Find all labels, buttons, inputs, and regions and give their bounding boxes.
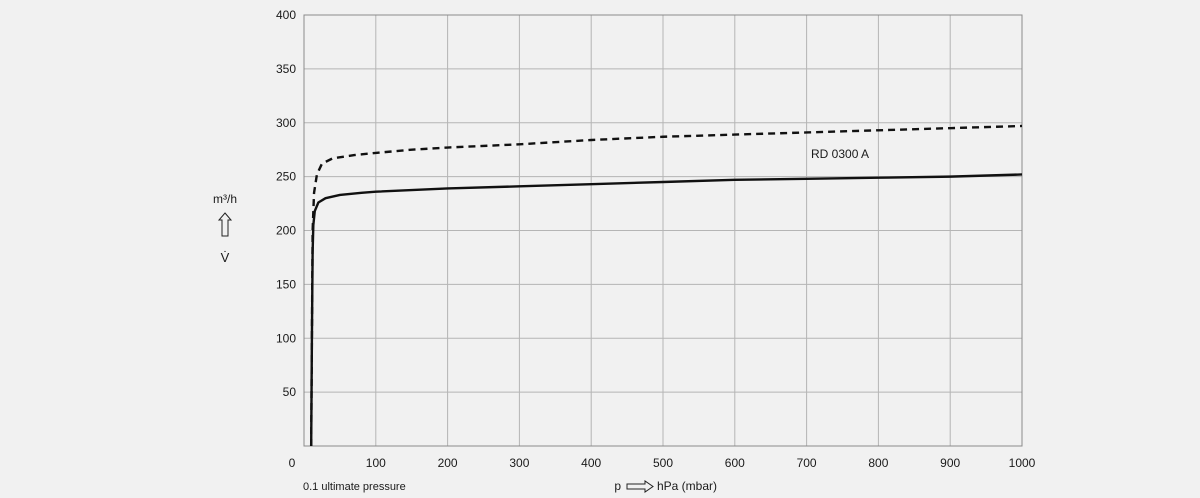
- dashed-series-line: [309, 124, 1023, 447]
- x-tick-label: 400: [581, 456, 601, 470]
- y-axis-arrow-icon: [217, 212, 233, 237]
- y-tick-label: 200: [276, 224, 296, 238]
- x-tick-labels: 0 100 200 300 400 500 600 700 800 900 1000: [289, 456, 1036, 470]
- x-tick-label: 100: [366, 456, 386, 470]
- x-tick-label: 1000: [1009, 456, 1036, 470]
- x-tick-label: 300: [509, 456, 529, 470]
- plot-border: [303, 14, 1023, 447]
- y-axis-label: V̇: [221, 250, 230, 265]
- y-tick-labels: 50 100 150 200 250 300 350 400: [276, 8, 296, 399]
- y-tick-label: 300: [276, 116, 296, 130]
- x-axis-arrow-icon: [626, 480, 654, 493]
- y-axis-unit: m³/h: [213, 192, 237, 206]
- plot-frame: [303, 14, 1023, 447]
- y-tick-label: 100: [276, 331, 296, 345]
- x-tick-label: 600: [725, 456, 745, 470]
- grid-layer: [304, 15, 1022, 446]
- x-axis-label: p: [614, 479, 621, 493]
- x-tick-label: 700: [797, 456, 817, 470]
- ultimate-pressure-annotation: 0.1 ultimate pressure: [303, 481, 406, 493]
- x-tick-label: 500: [653, 456, 673, 470]
- x-tick-label: 800: [868, 456, 888, 470]
- series-layer: [309, 124, 1023, 447]
- x-tick-label: 0: [289, 456, 296, 470]
- series-label-rd0300a: RD 0300 A: [811, 147, 869, 161]
- y-tick-label: 400: [276, 8, 296, 22]
- x-tick-label: 900: [940, 456, 960, 470]
- x-tick-label: 200: [438, 456, 458, 470]
- y-tick-label: 250: [276, 170, 296, 184]
- solid-series-line: [309, 173, 1023, 447]
- y-tick-label: 350: [276, 62, 296, 76]
- y-tick-label: 50: [283, 385, 297, 399]
- x-axis-unit: hPa (mbar): [657, 479, 717, 493]
- y-tick-label: 150: [276, 277, 296, 291]
